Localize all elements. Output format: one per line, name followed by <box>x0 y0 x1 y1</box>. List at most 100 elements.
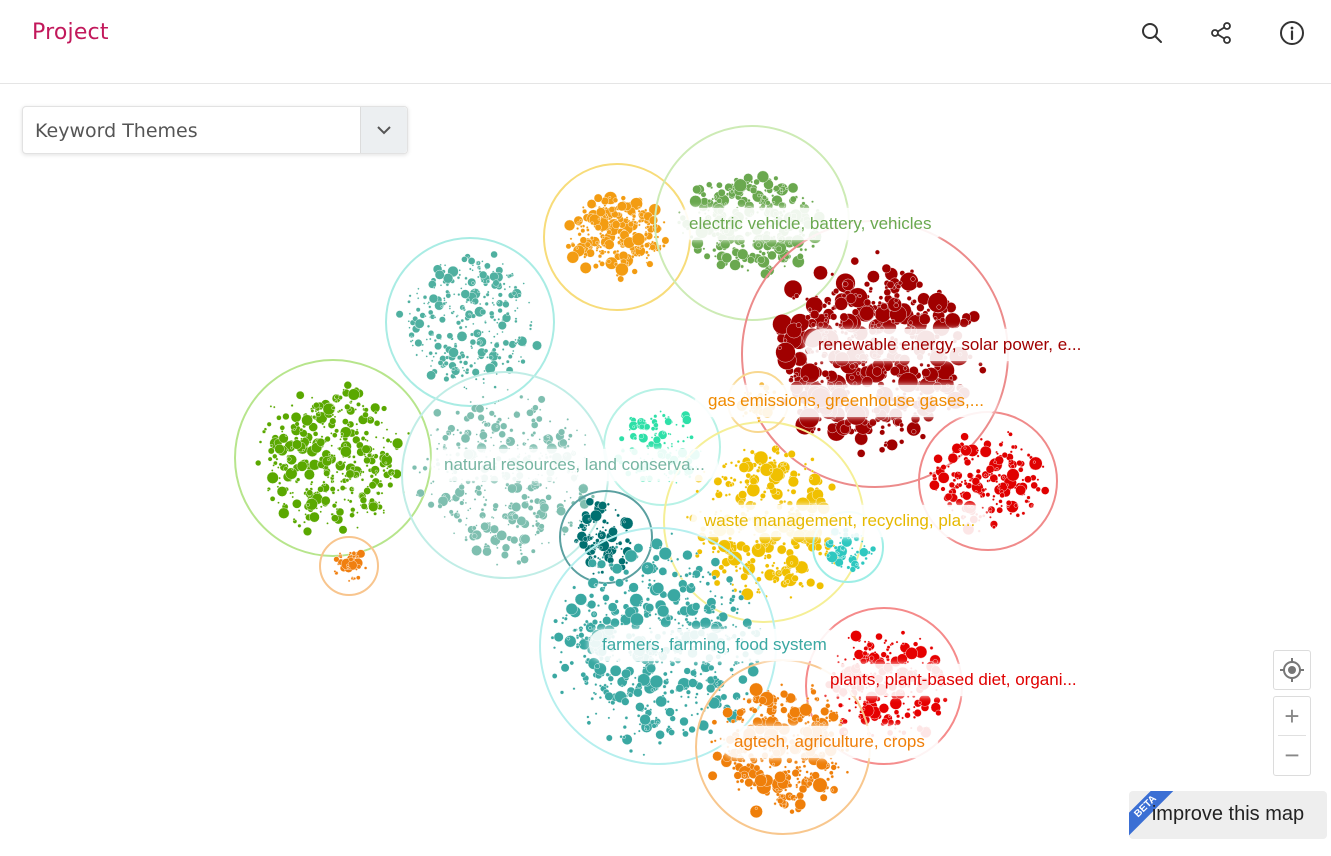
topic-dot[interactable] <box>334 428 339 434</box>
topic-dot[interactable] <box>578 643 581 647</box>
topic-dot[interactable] <box>620 622 624 626</box>
topic-dot[interactable] <box>458 273 462 277</box>
topic-dot[interactable] <box>880 651 887 658</box>
topic-dot[interactable] <box>255 459 262 467</box>
topic-dot[interactable] <box>685 689 691 695</box>
topic-dot[interactable] <box>797 472 801 477</box>
topic-dot[interactable] <box>459 431 463 435</box>
topic-dot[interactable] <box>550 635 555 640</box>
topic-dot[interactable] <box>373 410 378 415</box>
topic-dot[interactable] <box>810 683 815 688</box>
topic-dot[interactable] <box>464 429 468 433</box>
topic-dot[interactable] <box>546 435 550 438</box>
topic-dot[interactable] <box>712 575 717 580</box>
topic-dot[interactable] <box>266 421 272 427</box>
topic-dot[interactable] <box>787 450 796 459</box>
topic-dot[interactable] <box>688 678 698 688</box>
topic-dot[interactable] <box>692 184 702 194</box>
cluster-green-left[interactable] <box>234 359 432 557</box>
topic-dot[interactable] <box>590 696 595 701</box>
topic-dot[interactable] <box>691 602 701 611</box>
topic-dot[interactable] <box>855 550 860 554</box>
topic-dot[interactable] <box>677 621 681 625</box>
topic-dot[interactable] <box>733 771 742 780</box>
topic-dot[interactable] <box>979 366 987 374</box>
topic-dot[interactable] <box>768 265 772 269</box>
topic-dot[interactable] <box>758 249 763 254</box>
topic-dot[interactable] <box>455 441 461 447</box>
topic-dot[interactable] <box>694 696 698 699</box>
topic-dot[interactable] <box>443 360 449 366</box>
topic-dot[interactable] <box>614 545 619 549</box>
topic-dot[interactable] <box>631 268 638 275</box>
topic-dot[interactable] <box>948 376 954 381</box>
topic-dot[interactable] <box>488 330 491 333</box>
topic-dot[interactable] <box>293 428 296 431</box>
topic-dot[interactable] <box>559 650 563 654</box>
topic-dot[interactable] <box>750 180 754 184</box>
topic-dot[interactable] <box>732 541 736 545</box>
topic-dot[interactable] <box>599 261 605 267</box>
topic-dot[interactable] <box>355 422 359 426</box>
topic-dot[interactable] <box>444 301 448 304</box>
topic-dot[interactable] <box>988 507 993 512</box>
topic-dot[interactable] <box>692 575 696 579</box>
topic-dot[interactable] <box>599 232 603 236</box>
topic-dot[interactable] <box>586 199 597 209</box>
topic-dot[interactable] <box>772 200 776 204</box>
topic-dot[interactable] <box>489 436 493 439</box>
topic-dot[interactable] <box>496 353 499 356</box>
topic-dot[interactable] <box>631 251 635 255</box>
topic-dot[interactable] <box>424 314 427 318</box>
topic-dot[interactable] <box>464 283 468 286</box>
topic-dot[interactable] <box>489 341 493 345</box>
topic-dot[interactable] <box>334 394 340 400</box>
topic-dot[interactable] <box>852 657 856 661</box>
topic-dot[interactable] <box>783 338 788 343</box>
topic-dot[interactable] <box>849 374 855 381</box>
topic-dot[interactable] <box>801 196 805 200</box>
topic-dot[interactable] <box>729 667 734 672</box>
topic-dot[interactable] <box>767 250 777 261</box>
cluster-teal-top[interactable] <box>385 237 555 407</box>
topic-dot[interactable] <box>669 661 676 667</box>
topic-dot[interactable] <box>456 510 459 513</box>
topic-dot[interactable] <box>650 426 656 432</box>
topic-dot[interactable] <box>442 445 447 450</box>
topic-dot[interactable] <box>874 249 880 255</box>
topic-dot[interactable] <box>521 493 528 501</box>
topic-dot[interactable] <box>501 330 504 334</box>
topic-dot[interactable] <box>848 697 851 701</box>
topic-dot[interactable] <box>825 703 831 709</box>
topic-dot[interactable] <box>331 480 335 483</box>
topic-dot[interactable] <box>456 320 462 326</box>
topic-dot[interactable] <box>656 604 670 618</box>
topic-dot[interactable] <box>662 684 667 689</box>
topic-dot[interactable] <box>707 770 718 781</box>
topic-dot[interactable] <box>470 313 476 319</box>
cluster-label-renewable-energy[interactable]: renewable energy, solar power, e... <box>805 329 1095 361</box>
topic-dot[interactable] <box>266 471 279 484</box>
topic-dot[interactable] <box>587 517 591 521</box>
topic-dot[interactable] <box>744 691 749 696</box>
topic-dot[interactable] <box>506 388 509 391</box>
topic-dot[interactable] <box>481 260 484 263</box>
topic-dot[interactable] <box>851 308 860 316</box>
topic-dot[interactable] <box>354 430 360 436</box>
topic-dot[interactable] <box>566 417 570 421</box>
topic-dot[interactable] <box>266 489 270 492</box>
topic-dot[interactable] <box>460 374 464 378</box>
topic-dot[interactable] <box>481 516 484 519</box>
topic-dot[interactable] <box>333 415 337 419</box>
topic-dot[interactable] <box>821 369 830 378</box>
topic-dot[interactable] <box>805 770 809 774</box>
topic-dot[interactable] <box>606 259 612 264</box>
topic-dot[interactable] <box>560 621 565 625</box>
topic-dot[interactable] <box>645 565 649 569</box>
topic-dot[interactable] <box>783 500 787 504</box>
topic-dot[interactable] <box>411 339 414 342</box>
topic-dot[interactable] <box>979 437 983 441</box>
topic-dot[interactable] <box>899 439 905 445</box>
topic-dot[interactable] <box>944 492 953 501</box>
topic-dot[interactable] <box>741 660 744 664</box>
